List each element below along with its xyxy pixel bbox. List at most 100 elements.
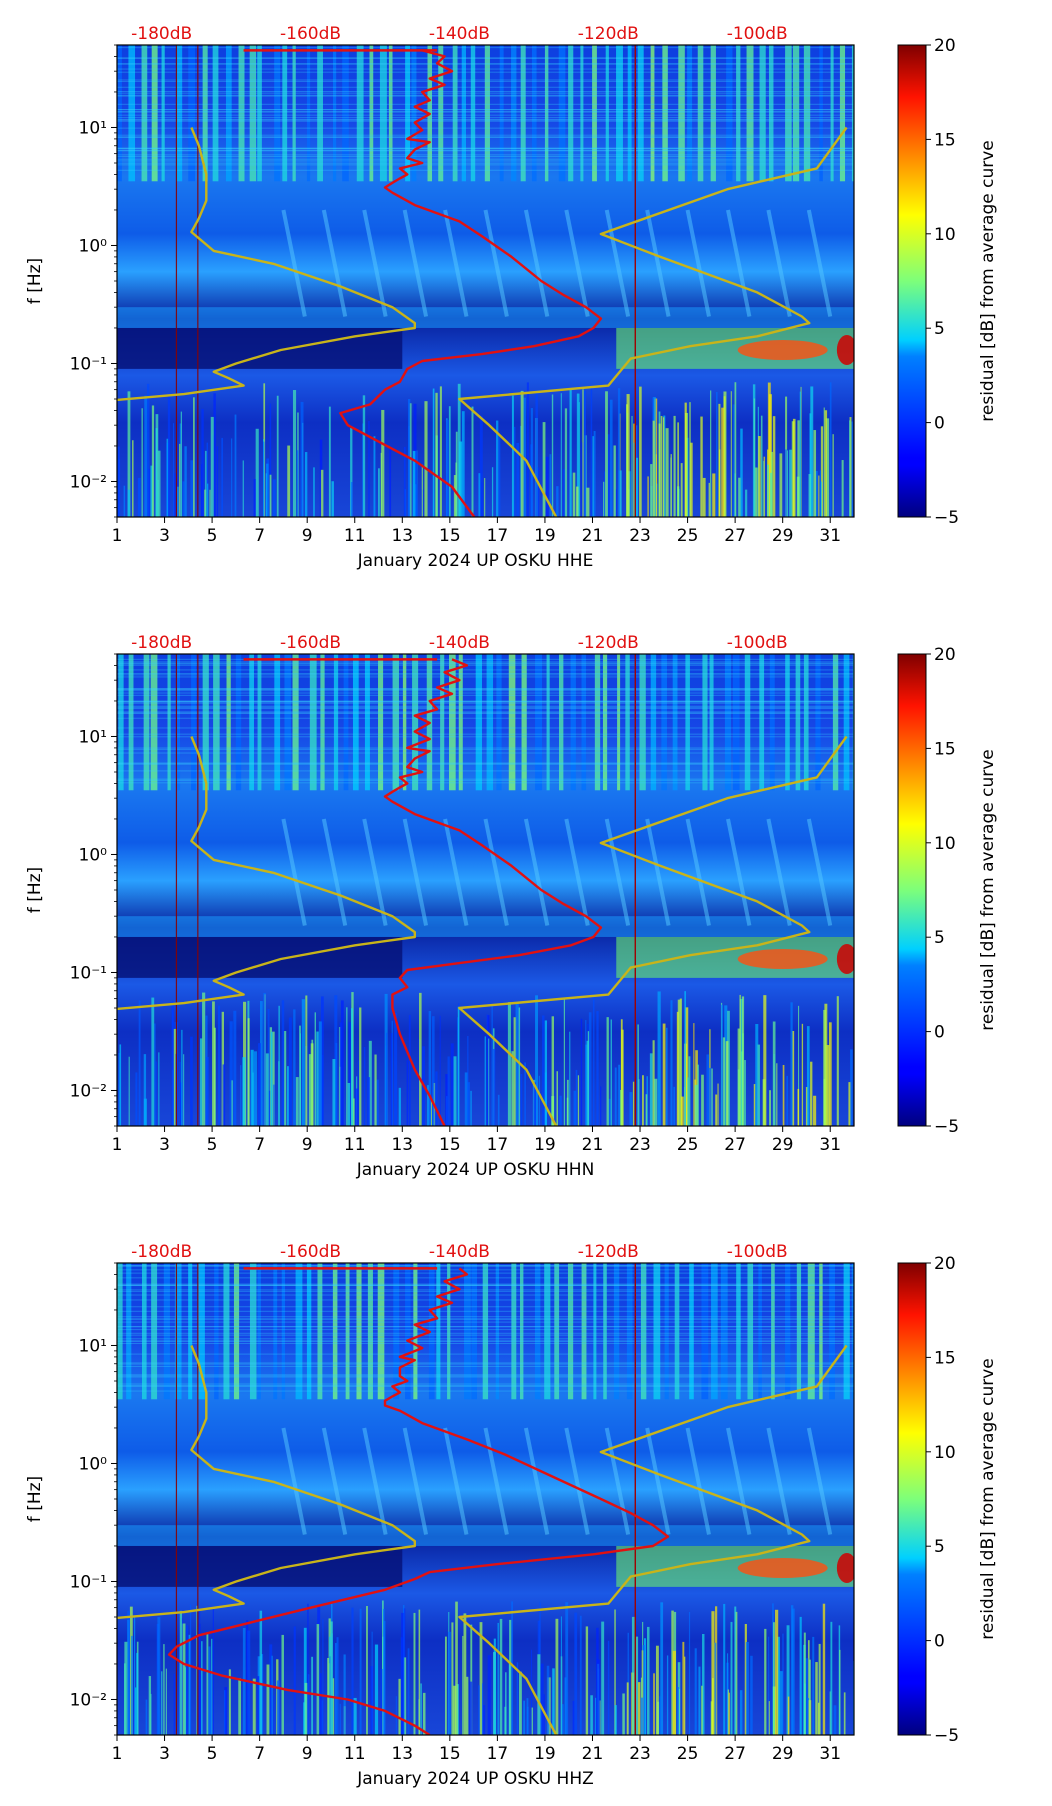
- hf-line: [117, 664, 854, 666]
- noise-streak: [458, 441, 463, 517]
- noise-streak: [484, 1036, 486, 1126]
- noise-streak: [572, 1700, 575, 1735]
- noise-streak: [496, 420, 499, 517]
- colorbar-tick-label: 10: [934, 225, 956, 245]
- noise-streak: [348, 1022, 352, 1126]
- noise-streak: [242, 460, 244, 517]
- noise-streak: [520, 390, 524, 517]
- hf-burst: [174, 1263, 182, 1400]
- hf-burst: [687, 45, 693, 182]
- top-db-label: -120dB: [578, 24, 639, 44]
- hf-burst: [637, 45, 644, 182]
- noise-streak: [812, 1636, 815, 1735]
- storm-streak: [726, 818, 752, 926]
- noise-streak: [487, 1655, 491, 1735]
- hf-burst: [535, 654, 543, 791]
- colorbar: −5 0 5 10 15 20 residual [dB] from average cur…: [897, 1254, 998, 1746]
- noise-streak: [155, 428, 158, 517]
- noise-streak: [403, 446, 406, 517]
- storm-streak: [806, 209, 833, 317]
- hf-line: [117, 1326, 854, 1328]
- storm-streak: [766, 209, 792, 317]
- noise-streak: [287, 445, 291, 517]
- noise-streak: [647, 1626, 650, 1735]
- noise-streak: [205, 1056, 209, 1126]
- noise-streak: [174, 473, 177, 517]
- hf-line: [117, 1385, 854, 1387]
- noise-streak: [439, 1015, 441, 1126]
- noise-streak: [805, 1087, 808, 1126]
- noise-streak: [304, 452, 308, 517]
- hf-burst: [785, 45, 792, 182]
- x-tick-label: 11: [344, 526, 366, 546]
- hf-burst: [830, 45, 834, 182]
- noise-streak: [579, 1615, 582, 1735]
- noise-streak: [466, 1676, 469, 1735]
- noise-streak: [250, 1049, 254, 1126]
- noise-streak: [792, 1608, 795, 1735]
- noise-streak: [531, 1707, 533, 1735]
- noise-streak: [207, 483, 209, 517]
- noise-streak: [739, 994, 741, 1126]
- hf-burst: [664, 1263, 669, 1400]
- hf-burst: [176, 654, 181, 791]
- noise-streak: [148, 1676, 152, 1735]
- noise-streak: [258, 1043, 261, 1126]
- noise-streak: [208, 1646, 211, 1735]
- hf-burst: [843, 1263, 850, 1400]
- noise-streak: [593, 431, 596, 517]
- storm-streak: [726, 209, 752, 317]
- noise-streak: [451, 1622, 454, 1735]
- noise-streak: [221, 437, 224, 517]
- hf-burst: [411, 45, 417, 182]
- hf-burst: [202, 45, 208, 182]
- noise-streak: [453, 1056, 457, 1126]
- hf-burst: [819, 45, 823, 182]
- top-db-label: -140dB: [429, 633, 490, 653]
- noise-streak: [457, 1006, 460, 1126]
- noise-streak: [723, 1603, 726, 1735]
- noise-streak: [755, 1024, 759, 1126]
- hf-burst: [213, 654, 220, 791]
- noise-streak: [259, 1610, 263, 1735]
- hot-spot: [737, 949, 828, 970]
- noise-streak: [606, 1017, 609, 1126]
- psd-average-curve: [339, 49, 603, 517]
- noise-streak: [201, 408, 204, 517]
- hf-line: [117, 47, 854, 49]
- hf-line: [117, 57, 854, 59]
- noise-streak: [672, 1650, 676, 1735]
- noise-streak: [181, 1029, 183, 1126]
- noise-streak: [708, 482, 710, 517]
- hf-line: [117, 690, 854, 692]
- noise-streak: [233, 1010, 237, 1126]
- hf-burst: [452, 45, 458, 182]
- noise-streak: [767, 464, 770, 517]
- x-tick-label: 15: [439, 526, 461, 546]
- noise-streak: [362, 395, 366, 517]
- hf-line: [117, 702, 854, 704]
- noise-streak: [546, 1665, 550, 1735]
- noise-streak: [523, 1700, 526, 1735]
- hf-burst: [495, 1263, 500, 1400]
- noise-streak: [563, 998, 565, 1126]
- noise-streak: [662, 1023, 666, 1126]
- hf-burst: [226, 654, 231, 791]
- noise-streak: [677, 486, 680, 517]
- noise-streak: [809, 1659, 811, 1735]
- hf-burst: [117, 1263, 123, 1400]
- noise-streak: [242, 1057, 246, 1126]
- x-tick-label: 23: [629, 526, 651, 546]
- top-db-label: -100dB: [727, 1242, 788, 1262]
- noise-streak: [615, 489, 617, 517]
- y-tick-label: 10⁻²: [70, 472, 107, 492]
- noise-streak: [792, 418, 796, 517]
- hot-spot: [836, 944, 854, 975]
- noise-streak: [826, 418, 830, 517]
- hf-line: [117, 733, 854, 735]
- noise-streak: [376, 1079, 379, 1126]
- noise-streak: [734, 1606, 737, 1735]
- x-tick-label: 19: [534, 1135, 556, 1155]
- noise-streak: [537, 1654, 541, 1735]
- noise-streak: [684, 1656, 686, 1735]
